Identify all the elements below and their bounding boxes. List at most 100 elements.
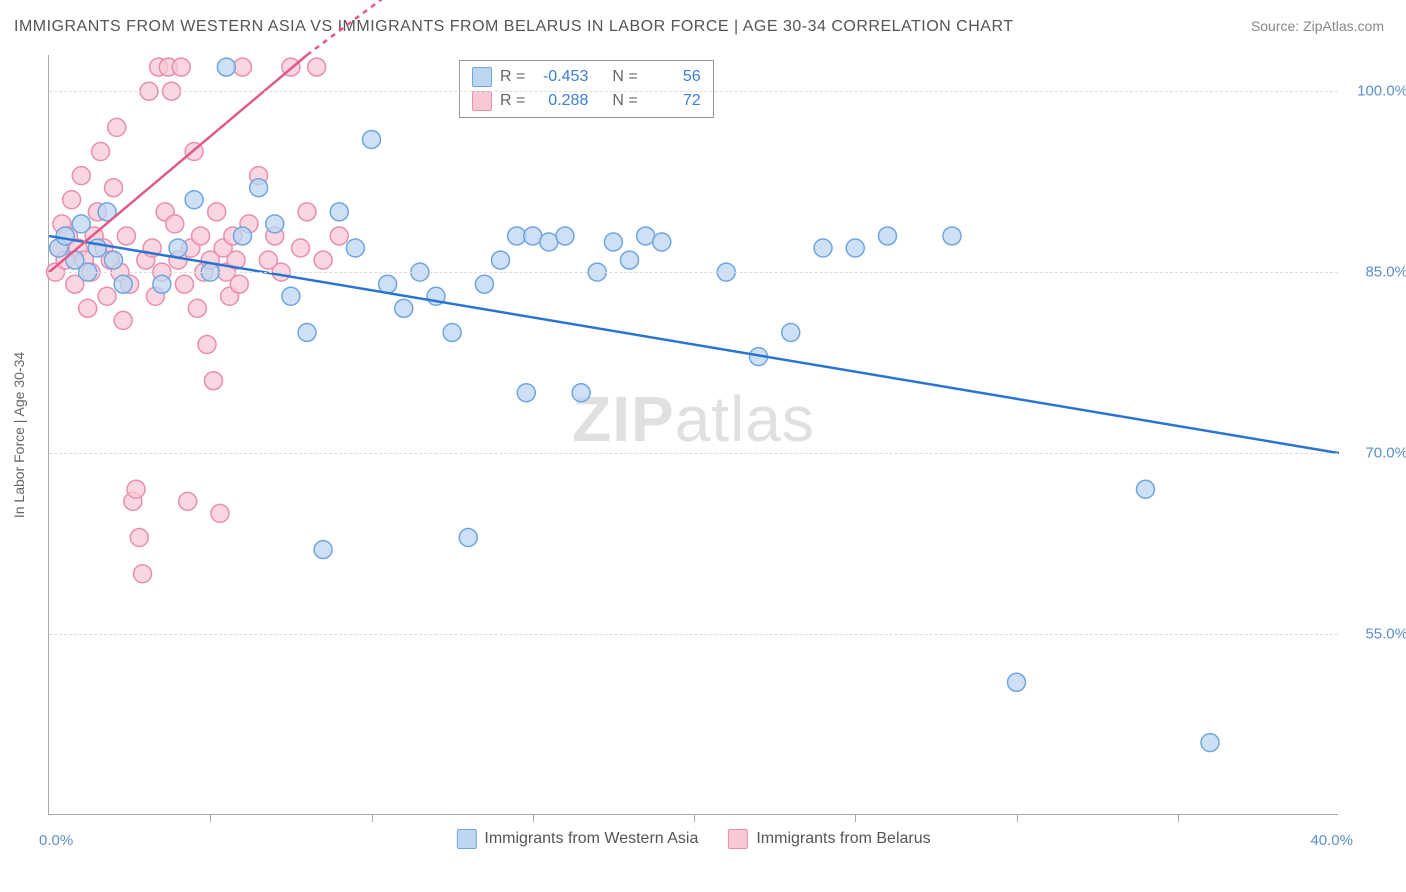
data-point (198, 336, 216, 354)
legend-label: Immigrants from Belarus (756, 830, 930, 848)
series-legend: Immigrants from Western Asia Immigrants … (456, 829, 930, 849)
data-point (175, 275, 193, 293)
data-point (879, 227, 897, 245)
data-point (443, 323, 461, 341)
data-point (379, 275, 397, 293)
data-point (217, 58, 235, 76)
data-point (604, 233, 622, 251)
data-point (92, 143, 110, 161)
data-point (572, 384, 590, 402)
data-point (814, 239, 832, 257)
y-tick-label: 100.0% (1348, 83, 1406, 100)
data-point (943, 227, 961, 245)
x-max-label: 40.0% (1310, 832, 1353, 849)
data-point (234, 227, 252, 245)
data-point (508, 227, 526, 245)
chart-plot-area: In Labor Force | Age 30-34 ZIPatlas R = … (48, 55, 1338, 815)
data-point (314, 541, 332, 559)
data-point (540, 233, 558, 251)
data-point (621, 251, 639, 269)
data-point (105, 251, 123, 269)
data-point (1137, 480, 1155, 498)
data-point (314, 251, 332, 269)
data-point (395, 299, 413, 317)
legend-swatch-blue (456, 829, 476, 849)
data-point (56, 227, 74, 245)
data-point (266, 215, 284, 233)
chart-title: IMMIGRANTS FROM WESTERN ASIA VS IMMIGRAN… (14, 18, 1013, 36)
data-point (117, 227, 135, 245)
data-point (363, 130, 381, 148)
data-point (459, 529, 477, 547)
legend-item-belarus: Immigrants from Belarus (728, 829, 930, 849)
x-tick (694, 814, 695, 822)
data-point (524, 227, 542, 245)
data-point (308, 58, 326, 76)
data-point (130, 529, 148, 547)
data-point (114, 311, 132, 329)
data-point (1008, 673, 1026, 691)
data-point (188, 299, 206, 317)
y-tick-label: 55.0% (1348, 626, 1406, 643)
x-tick (533, 814, 534, 822)
y-tick-label: 70.0% (1348, 445, 1406, 462)
data-point (292, 239, 310, 257)
data-point (114, 275, 132, 293)
data-point (72, 215, 90, 233)
data-point (298, 203, 316, 221)
data-point (230, 275, 248, 293)
data-point (346, 239, 364, 257)
scatter-svg (49, 55, 1338, 814)
data-point (204, 372, 222, 390)
x-tick (855, 814, 856, 822)
data-point (653, 233, 671, 251)
data-point (211, 504, 229, 522)
data-point (134, 565, 152, 583)
data-point (172, 58, 190, 76)
legend-label: Immigrants from Western Asia (484, 830, 698, 848)
gridline-h (49, 272, 1338, 273)
legend-item-western-asia: Immigrants from Western Asia (456, 829, 698, 849)
source-attribution: Source: ZipAtlas.com (1251, 18, 1384, 34)
data-point (79, 299, 97, 317)
data-point (637, 227, 655, 245)
data-point (88, 239, 106, 257)
data-point (250, 179, 268, 197)
data-point (192, 227, 210, 245)
x-tick (210, 814, 211, 822)
x-tick (1178, 814, 1179, 822)
data-point (782, 323, 800, 341)
data-point (475, 275, 493, 293)
data-point (330, 227, 348, 245)
y-axis-title: In Labor Force | Age 30-34 (11, 351, 27, 517)
data-point (153, 275, 171, 293)
data-point (179, 492, 197, 510)
data-point (330, 203, 348, 221)
x-tick (1017, 814, 1018, 822)
data-point (556, 227, 574, 245)
data-point (517, 384, 535, 402)
data-point (298, 323, 316, 341)
data-point (492, 251, 510, 269)
data-point (166, 215, 184, 233)
data-point (169, 239, 187, 257)
data-point (185, 191, 203, 209)
data-point (208, 203, 226, 221)
data-point (1201, 734, 1219, 752)
trend-line (49, 236, 1339, 453)
data-point (63, 191, 81, 209)
data-point (105, 179, 123, 197)
gridline-h (49, 634, 1338, 635)
data-point (127, 480, 145, 498)
gridline-h (49, 453, 1338, 454)
data-point (72, 167, 90, 185)
x-tick (372, 814, 373, 822)
legend-swatch-pink (728, 829, 748, 849)
data-point (234, 58, 252, 76)
data-point (846, 239, 864, 257)
y-tick-label: 85.0% (1348, 264, 1406, 281)
data-point (282, 287, 300, 305)
gridline-h (49, 91, 1338, 92)
x-min-label: 0.0% (39, 832, 73, 849)
data-point (108, 118, 126, 136)
